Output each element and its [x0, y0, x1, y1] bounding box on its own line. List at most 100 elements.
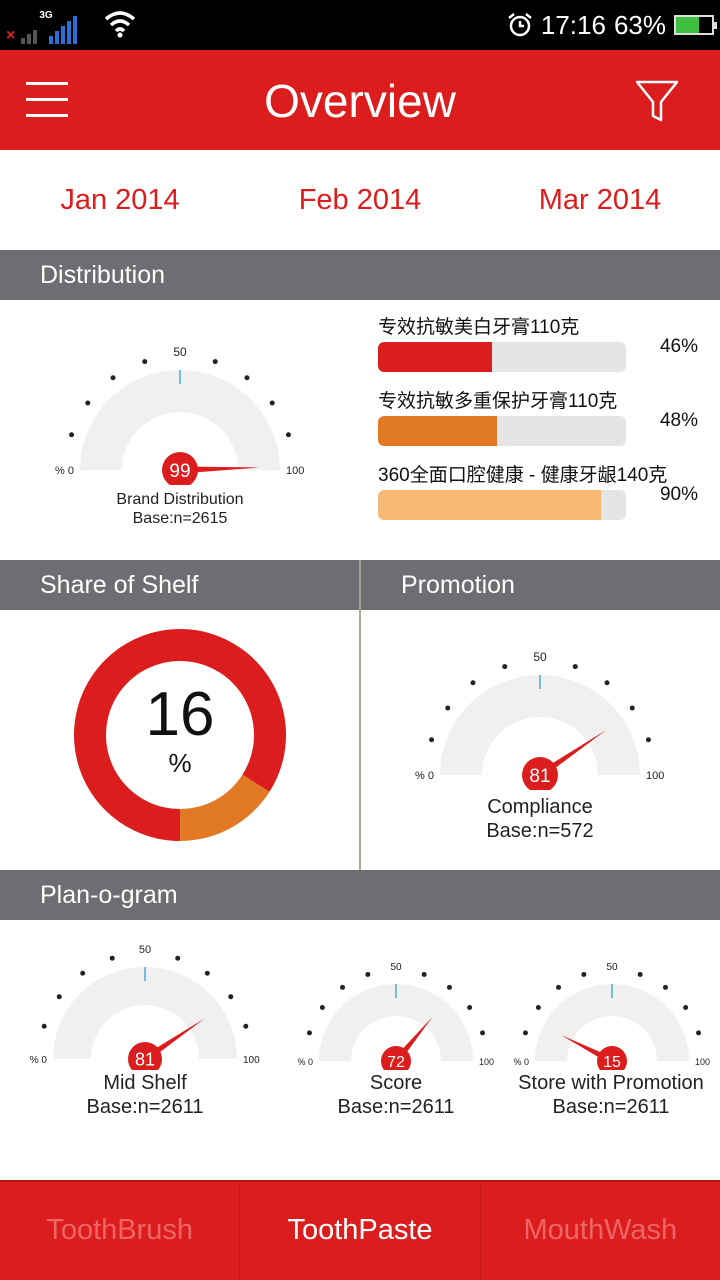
gauge-label-store-with-promotion: Store with Promotion Base:n=2611	[502, 1071, 720, 1119]
mid-shelf-gauge: % 0 50 100 81	[30, 944, 260, 1070]
gauge-min-label: % 0	[55, 465, 74, 477]
tab-toothpaste[interactable]: ToothPaste	[240, 1182, 481, 1280]
gauge-dot	[142, 359, 148, 365]
gauge-value-badge	[381, 1046, 411, 1070]
gauge-value-text: 72	[387, 1054, 405, 1070]
share-of-shelf-header: Share of Shelf	[0, 560, 359, 610]
tab-toothbrush[interactable]: ToothBrush	[0, 1182, 241, 1280]
gauge-mid-label: 50	[139, 944, 151, 956]
filter-icon[interactable]	[634, 78, 680, 124]
donut-remainder-segment	[74, 629, 287, 841]
gauge-dot	[365, 971, 371, 977]
gauge-dot	[604, 680, 610, 686]
distribution-bar-item: 专效抗敏美白牙膏110克 46%	[378, 312, 698, 374]
gauge-min-label: % 0	[513, 1057, 529, 1067]
gauge-label-mid-shelf: Mid Shelf Base:n=2611	[0, 1071, 290, 1119]
section-divider	[359, 560, 361, 870]
bar-fill	[378, 342, 493, 372]
gauge-min-label: % 0	[30, 1055, 48, 1066]
gauge-dot	[285, 432, 291, 438]
planogram-header: Plan-o-gram	[0, 870, 720, 920]
donut-share-segment	[180, 774, 270, 841]
gauge-max-label: 100	[286, 465, 304, 477]
gauge-track	[440, 675, 640, 775]
signal-strength-icon: 3G	[21, 10, 53, 44]
clock: 17:16	[540, 9, 606, 40]
gauge-track	[53, 967, 237, 1059]
gauge-label-brand-distribution: Brand Distribution Base:n=2615	[40, 490, 320, 528]
gauge-base: Base:n=2611	[552, 1096, 670, 1118]
gauge-dot	[269, 400, 275, 406]
gauge-max-label: 100	[646, 770, 664, 782]
bar-fill	[378, 490, 602, 520]
gauge-max-label: 100	[479, 1057, 494, 1067]
distribution-header: Distribution	[0, 250, 720, 300]
gauge-mid-label: 50	[606, 962, 618, 973]
gauge-dot	[80, 970, 86, 976]
gauge-dot	[480, 1030, 486, 1036]
gauge-track	[319, 984, 473, 1061]
bar-label: 专效抗敏多重保护牙膏110克	[378, 391, 618, 412]
gauge-value-badge	[597, 1046, 627, 1070]
bar-label: 360全面口腔健康 - 健康牙龈140克	[378, 465, 668, 486]
month-tab-mar[interactable]: Mar 2014	[538, 184, 662, 216]
brand-distribution-gauge: % 0 50 100 99	[55, 345, 304, 485]
share-of-shelf-donut	[74, 629, 287, 841]
gauge-dot	[696, 1030, 702, 1036]
gauge-value-text: 81	[529, 766, 550, 787]
gauge-mid-label: 50	[390, 962, 402, 973]
bar-track	[378, 490, 626, 520]
network-type-label: 3G	[39, 10, 53, 21]
distribution-bar-item: 专效抗敏多重保护牙膏110克 48%	[378, 386, 698, 448]
gauge-dot	[556, 984, 562, 990]
gauge-dot	[572, 664, 578, 670]
bar-fill	[378, 416, 498, 446]
gauge-value-badge	[522, 757, 558, 790]
gauge-dot	[581, 971, 587, 977]
gauge-dot	[502, 664, 508, 670]
gauge-dot	[243, 1023, 249, 1029]
app-bar: Overview	[0, 50, 720, 150]
gauge-dot	[212, 359, 218, 365]
bar-label: 专效抗敏美白牙膏110克	[378, 317, 580, 338]
month-tab-feb[interactable]: Feb 2014	[298, 184, 422, 216]
alarm-icon	[508, 13, 532, 37]
menu-button[interactable]	[26, 80, 70, 120]
gauge-title: Store with Promotion	[518, 1072, 704, 1094]
month-tab-jan[interactable]: Jan 2014	[60, 184, 180, 216]
score-gauge: % 0 50 100 72	[297, 962, 494, 1070]
gauge-dot	[429, 737, 435, 743]
tab-mouthwash[interactable]: MouthWash	[523, 1214, 678, 1246]
battery-percent: 63%	[613, 9, 666, 40]
signal-strength-2-icon	[49, 14, 78, 44]
gauge-value-text: 15	[603, 1054, 621, 1070]
gauge-dot	[421, 971, 427, 977]
gauge-title: Score	[369, 1072, 423, 1094]
month-selector: Jan 2014 Feb 2014 Mar 2014	[0, 150, 720, 250]
donut-center: 16 %	[70, 680, 290, 776]
wifi-icon	[104, 11, 136, 38]
gauge-dot	[56, 994, 62, 1000]
gauge-dot	[109, 955, 115, 961]
gauge-dot	[662, 984, 668, 990]
gauge-dot	[467, 1005, 473, 1011]
gauge-value-text: 99	[169, 461, 190, 482]
gauge-dot	[244, 375, 250, 381]
gauge-label-score: Score Base:n=2611	[286, 1071, 506, 1119]
gauge-track	[80, 370, 280, 470]
gauge-base: Base:n=2615	[132, 510, 228, 527]
bar-percent: 48%	[659, 410, 698, 431]
gauge-dot	[645, 737, 651, 743]
bar-percent: 46%	[659, 336, 698, 357]
gauge-title: Mid Shelf	[103, 1072, 187, 1094]
gauge-track	[535, 984, 689, 1061]
gauge-dot	[85, 400, 91, 406]
gauge-title: Brand Distribution	[116, 491, 244, 508]
gauge-dot	[629, 705, 635, 711]
page-title: Overview	[264, 75, 456, 127]
bar-track	[378, 342, 626, 372]
gauge-dot	[445, 705, 451, 711]
bar-track	[378, 416, 626, 446]
gauge-title: Compliance	[487, 796, 593, 818]
